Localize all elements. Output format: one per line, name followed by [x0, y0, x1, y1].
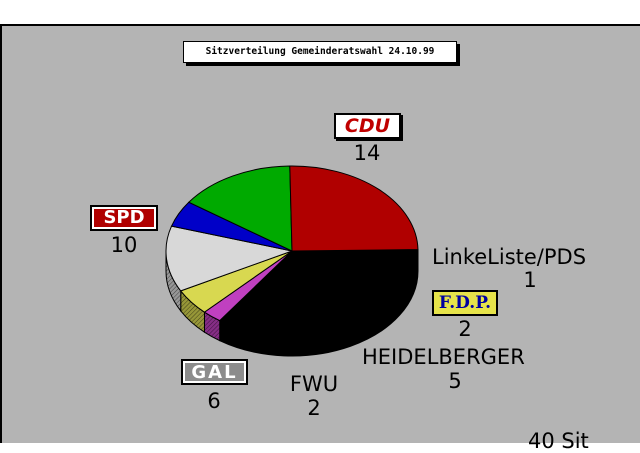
party-badge-cdu: CDU: [334, 113, 401, 139]
seat-count-fdp: 2: [458, 317, 472, 341]
pie-side-hatch-0: [219, 251, 418, 357]
party-badge-fdp: F.D.P.: [432, 290, 498, 316]
pie-slice-6: [289, 165, 419, 252]
pie-slice-5: [187, 165, 293, 252]
party-label-fwu: FWU: [289, 372, 339, 396]
pie-slice-3: [165, 225, 294, 292]
pie-side-hatch-3: [166, 251, 181, 311]
seat-count-fwu: 2: [307, 396, 321, 420]
seat-count-heidelberger: 5: [448, 369, 462, 393]
party-label-linkeliste: LinkeListe/PDS: [432, 245, 587, 269]
party-badge-spd: SPD: [90, 205, 158, 231]
chart-title: Sitzverteilung Gemeinderatswahl 24.10.99: [183, 41, 457, 63]
seat-count-gal: 6: [207, 389, 221, 413]
pie-slice-0: [218, 249, 419, 337]
pie-chart: [165, 165, 419, 357]
pie-side-hatch-2: [180, 290, 205, 333]
seat-count-linkeliste: 1: [523, 268, 537, 292]
party-badge-gal: GAL: [181, 359, 248, 385]
seat-count-spd: 10: [110, 233, 138, 257]
party-label-heidelberger: HEIDELBERGER: [362, 345, 525, 369]
seat-count-cdu: 14: [353, 141, 381, 165]
footer-total-fragment: 40 Sit: [528, 429, 589, 453]
